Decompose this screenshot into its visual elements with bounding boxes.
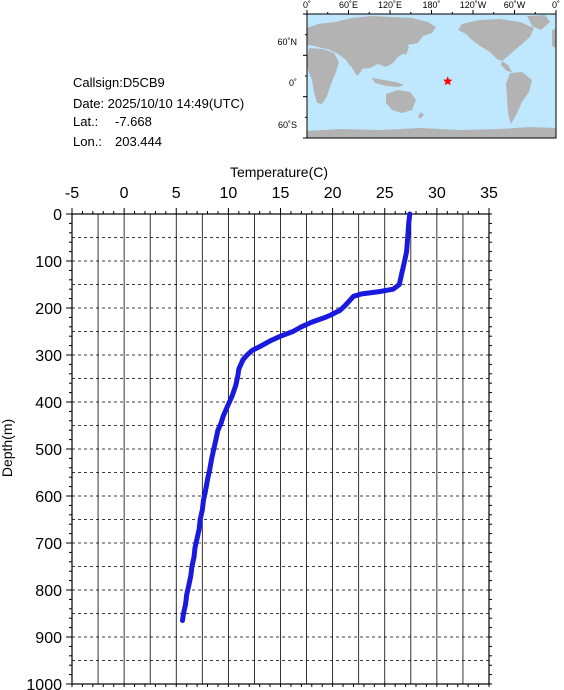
y-tick-label: 100 [35, 254, 62, 271]
map-lon-label-120w: 120˚W [460, 0, 487, 10]
x-tick-label: 0 [120, 185, 129, 202]
y-tick-label: 700 [35, 536, 62, 553]
land-antarctica [307, 127, 556, 138]
chart-grid [71, 213, 490, 685]
map-lat-label-60n: 60˚N [277, 37, 297, 47]
lon-label: Lon.: [73, 134, 102, 149]
lon-value: 203.444 [115, 134, 162, 149]
x-tick-label: 30 [428, 185, 446, 202]
x-tick-label: 5 [172, 185, 181, 202]
land-japan [402, 44, 409, 55]
info-block: Callsign:D5CB9 Date: 2025/10/10 14:49(UT… [73, 75, 244, 149]
land-africa [307, 48, 339, 104]
y-tick-label: 500 [35, 442, 62, 459]
map-lat-label-60s: 60˚S [278, 120, 297, 130]
star-icon [443, 76, 453, 86]
land-greenland [527, 15, 550, 30]
x-tick-label: 35 [480, 185, 498, 202]
land-europe-west [552, 29, 556, 48]
x-tick-label: -5 [65, 185, 79, 202]
map-lon-label-60e: 60˚E [339, 0, 358, 10]
profile-chart: -5 0 5 10 15 20 25 30 35 01002003004005006007008… [0, 164, 498, 690]
x-tick-label: 25 [376, 185, 394, 202]
map-lon-label-120e: 120˚E [378, 0, 402, 10]
y-tick-label: 1000 [26, 677, 62, 690]
map-lon-label-180: 180˚ [422, 0, 440, 10]
y-ticks [66, 213, 492, 685]
land-south-america [506, 72, 532, 124]
date-text: Date: 2025/10/10 14:49(UTC) [73, 96, 244, 111]
map-lon-label-0: 0˚ [303, 0, 311, 10]
map-ticks [303, 10, 557, 139]
y-tick-label: 300 [35, 348, 62, 365]
callsign-text: Callsign:D5CB9 [73, 75, 165, 90]
map-lon-label-60w: 60˚W [504, 0, 526, 10]
x-tick-label: 15 [272, 185, 290, 202]
y-tick-labels: 0 100 200 300 400 500 600 700 800 900 1000 [26, 207, 62, 690]
x-tick-label: 10 [219, 185, 237, 202]
world-map: 0˚ 60˚E 120˚E 180˚ 120˚W 60˚W 0˚ 60˚N 0˚… [277, 0, 560, 139]
map-lon-label-0-end: 0˚ [552, 0, 560, 10]
y-tick-label: 0 [53, 207, 62, 224]
y-tick-label: 900 [35, 630, 62, 647]
y-tick-label: 600 [35, 489, 62, 506]
map-lat-label-0: 0˚ [289, 78, 297, 88]
x-tick-label: 20 [324, 185, 342, 202]
land-north-america [458, 19, 534, 61]
map-land [307, 15, 556, 138]
land-india [348, 60, 362, 76]
y-tick-label: 800 [35, 583, 62, 600]
lat-label: Lat.: [73, 114, 98, 129]
land-eurasia [307, 16, 436, 69]
lat-value: -7.668 [115, 114, 152, 129]
land-australia [386, 90, 416, 113]
land-new-zealand [418, 112, 424, 119]
land-central-america [501, 61, 512, 72]
x-ticks [71, 208, 490, 687]
y-axis-title: Depth(m) [0, 419, 15, 477]
x-tick-labels: -5 0 5 10 15 20 25 30 35 [65, 185, 498, 202]
y-tick-label: 200 [35, 301, 62, 318]
temperature-profile-line [180, 211, 413, 623]
y-tick-label: 400 [35, 395, 62, 412]
land-indonesia [372, 78, 404, 87]
x-axis-title: Temperature(C) [230, 164, 328, 180]
